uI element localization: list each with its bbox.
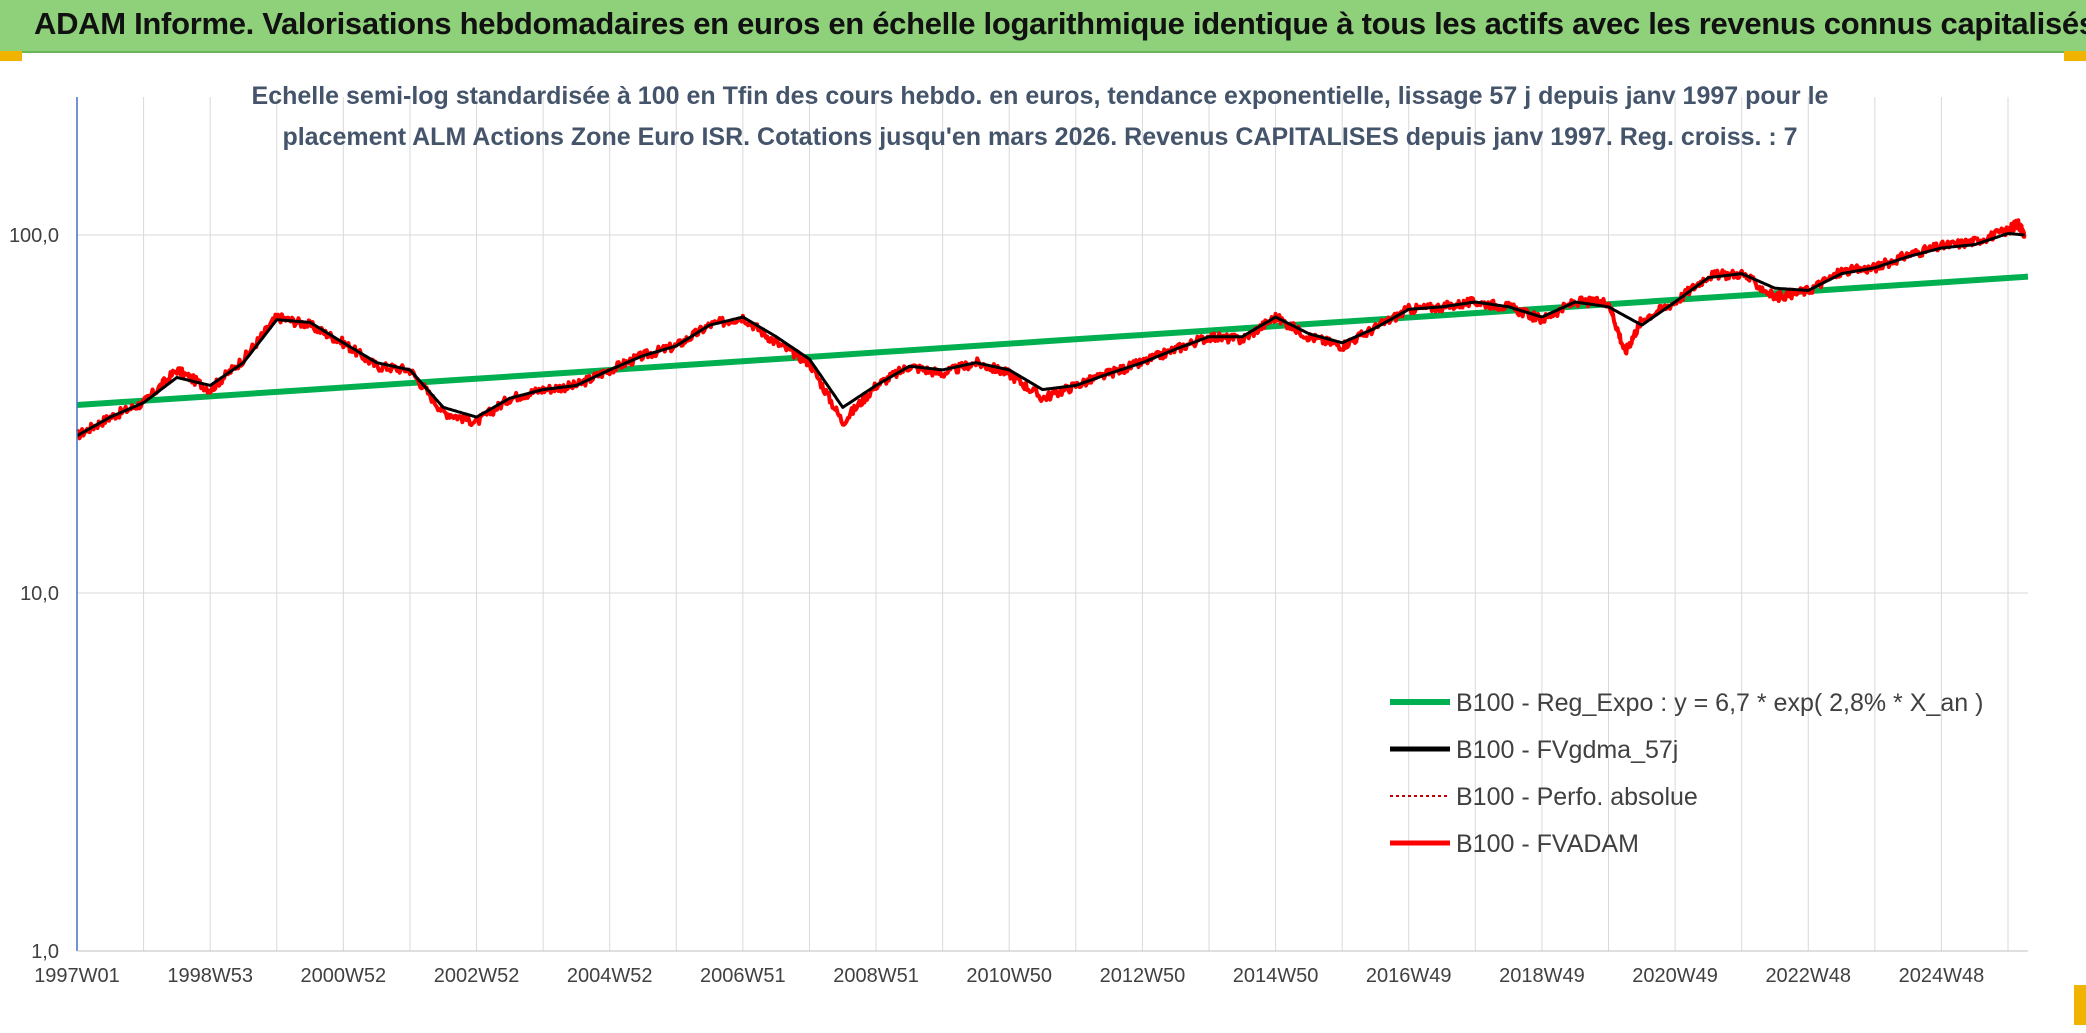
x-tick-label: 2018W49 bbox=[1499, 965, 1585, 987]
corner-accent-bottom-right bbox=[2074, 985, 2086, 1025]
title-banner: ADAM Informe. Valorisations hebdomadaire… bbox=[0, 0, 2086, 53]
x-tick-label: 2000W52 bbox=[301, 965, 387, 987]
chart-area: 1,0 10,0 100,0 1997W01 1998W53 2000W52 2002W52… bbox=[0, 53, 2086, 1033]
x-tick-label: 2024W48 bbox=[1899, 965, 1985, 987]
chart-subtitle-line-1: Echelle semi-log standardisée à 100 en T… bbox=[252, 82, 1829, 110]
chart-svg: 1,0 10,0 100,0 1997W01 1998W53 2000W52 2002W52… bbox=[9, 82, 2029, 987]
axis-layer: 1,0 10,0 100,0 1997W01 1998W53 2000W52 2002W52… bbox=[9, 97, 2028, 987]
series-layer bbox=[75, 218, 2029, 441]
y-tick-label: 100,0 bbox=[9, 225, 59, 247]
corner-accent-left bbox=[0, 51, 22, 61]
x-tick-label: 2002W52 bbox=[434, 965, 520, 987]
chart-subtitle-line-2: placement ALM Actions Zone Euro ISR. Cot… bbox=[282, 123, 1797, 151]
series-line-smoothed bbox=[76, 232, 2026, 438]
x-tick-label: 1998W53 bbox=[167, 965, 253, 987]
legend-label-regression: B100 - Reg_Expo : y = 6,7 * exp( 2,8% * … bbox=[1456, 689, 1983, 717]
y-tick-label: 1,0 bbox=[31, 941, 59, 963]
legend-label-fvadam: B100 - FVADAM bbox=[1456, 830, 1639, 858]
grid-layer bbox=[77, 97, 2028, 951]
y-tick-label: 10,0 bbox=[20, 583, 59, 605]
legend: B100 - Reg_Expo : y = 6,7 * exp( 2,8% * … bbox=[1390, 689, 1983, 858]
banner-title: ADAM Informe. Valorisations hebdomadaire… bbox=[34, 6, 2086, 41]
series-line-fvadam bbox=[75, 218, 2027, 441]
x-tick-label: 2008W51 bbox=[833, 965, 919, 987]
x-tick-label: 2016W49 bbox=[1366, 965, 1452, 987]
legend-label-smoothed: B100 - FVgdma_57j bbox=[1456, 736, 1678, 764]
x-tick-label: 2014W50 bbox=[1233, 965, 1319, 987]
series-line-perfo bbox=[76, 219, 2026, 440]
x-tick-label: 2012W50 bbox=[1100, 965, 1186, 987]
x-tick-label: 2020W49 bbox=[1632, 965, 1718, 987]
legend-label-perfo: B100 - Perfo. absolue bbox=[1456, 783, 1698, 811]
x-tick-label: 2022W48 bbox=[1765, 965, 1851, 987]
x-tick-label: 1997W01 bbox=[34, 965, 120, 987]
x-tick-label: 2004W52 bbox=[567, 965, 653, 987]
x-tick-label: 2010W50 bbox=[966, 965, 1052, 987]
x-tick-label: 2006W51 bbox=[700, 965, 786, 987]
corner-accent-right bbox=[2064, 51, 2086, 61]
series-line-regression bbox=[76, 273, 2029, 408]
